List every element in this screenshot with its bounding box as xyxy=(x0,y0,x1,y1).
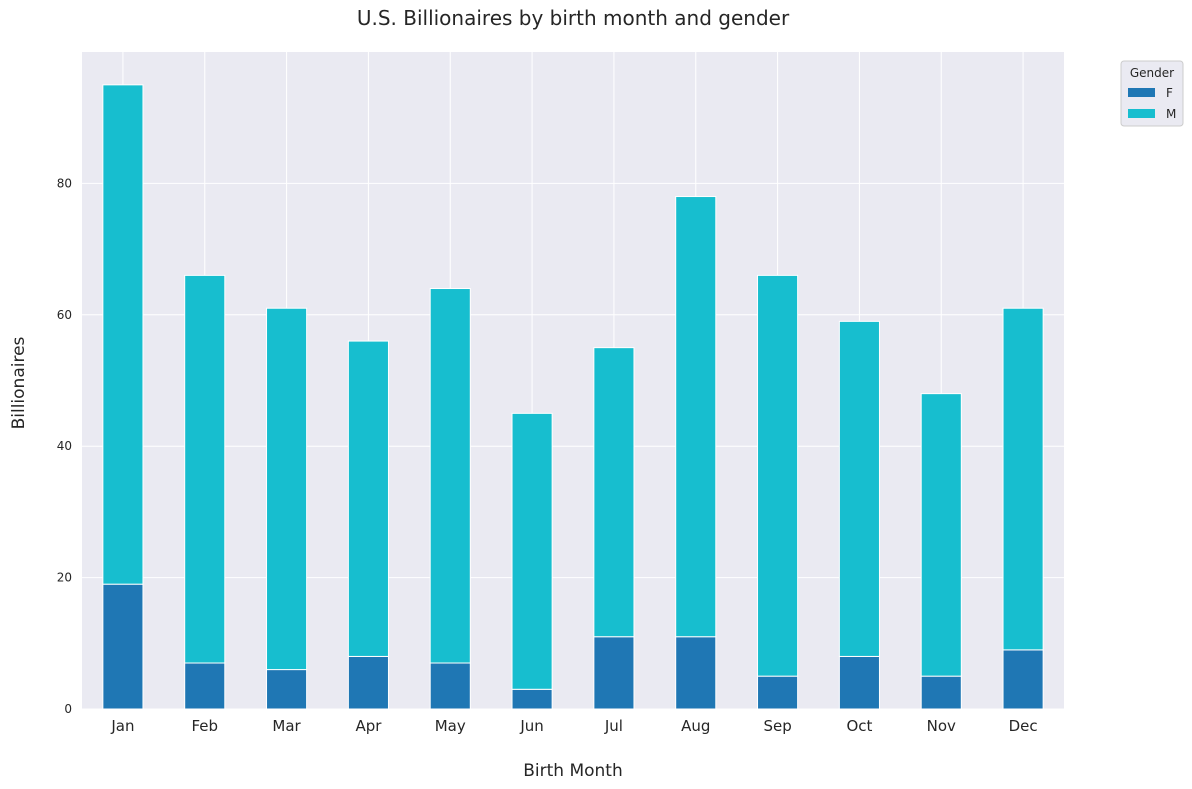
y-tick-label: 40 xyxy=(57,439,72,453)
plot-area xyxy=(82,52,1064,709)
y-tick-label: 60 xyxy=(57,308,72,322)
legend-swatch-f xyxy=(1128,88,1155,97)
x-tick-label: Jul xyxy=(604,717,623,735)
x-tick-label: Nov xyxy=(927,717,956,735)
x-tick-label: Sep xyxy=(763,717,791,735)
legend-label-f: F xyxy=(1166,86,1173,100)
bar-m-nov xyxy=(920,393,962,677)
y-tick-label: 0 xyxy=(64,702,72,716)
x-tick-label: Dec xyxy=(1009,717,1038,735)
legend-swatch-m xyxy=(1128,109,1155,118)
y-tick-label: 20 xyxy=(57,571,72,585)
bar-f-apr xyxy=(347,655,389,710)
bar-f-mar xyxy=(266,669,308,710)
x-tick-label: Jun xyxy=(519,717,543,735)
bar-f-sep xyxy=(757,675,799,710)
legend: Gender FM xyxy=(1120,60,1184,127)
bar-m-mar xyxy=(266,307,308,671)
bar-m-aug xyxy=(675,196,717,638)
x-tick-label: Mar xyxy=(272,717,301,735)
bar-m-may xyxy=(429,288,471,664)
y-axis-label: Billionaires xyxy=(9,336,29,429)
x-tick-label: Apr xyxy=(355,717,382,735)
bar-m-sep xyxy=(757,274,799,677)
bar-f-may xyxy=(429,662,471,710)
bar-m-jul xyxy=(593,347,635,638)
bar-f-jan xyxy=(102,583,144,710)
bar-f-jul xyxy=(593,636,635,710)
x-axis-label: Birth Month xyxy=(523,761,623,781)
x-tick-label: Feb xyxy=(191,717,218,735)
x-tick-label: Jan xyxy=(110,717,134,735)
y-tick-labels: 0 20 40 60 80 xyxy=(57,176,72,716)
bar-f-dec xyxy=(1002,649,1044,710)
x-tick-labels: Jan Feb Mar Apr May Jun Jul Aug Sep Oct Nov Dec xyxy=(110,717,1037,735)
bar-m-oct xyxy=(838,320,880,657)
bar-m-dec xyxy=(1002,307,1044,651)
x-tick-label: Oct xyxy=(846,717,872,735)
legend-title: Gender xyxy=(1130,66,1174,80)
bar-f-aug xyxy=(675,636,717,710)
bar-m-feb xyxy=(184,274,226,664)
bars-group xyxy=(102,84,1044,710)
x-tick-label: Aug xyxy=(681,717,710,735)
y-tick-label: 80 xyxy=(57,176,72,190)
chart-title: U.S. Billionaires by birth month and gen… xyxy=(357,6,790,30)
bar-m-jun xyxy=(511,412,553,690)
bar-f-nov xyxy=(920,675,962,710)
bar-f-jun xyxy=(511,688,553,710)
bar-m-jan xyxy=(102,84,144,585)
x-tick-label: May xyxy=(435,717,466,735)
legend-label-m: M xyxy=(1166,107,1176,121)
bar-f-oct xyxy=(838,655,880,710)
bar-m-apr xyxy=(347,340,389,657)
bar-f-feb xyxy=(184,662,226,710)
